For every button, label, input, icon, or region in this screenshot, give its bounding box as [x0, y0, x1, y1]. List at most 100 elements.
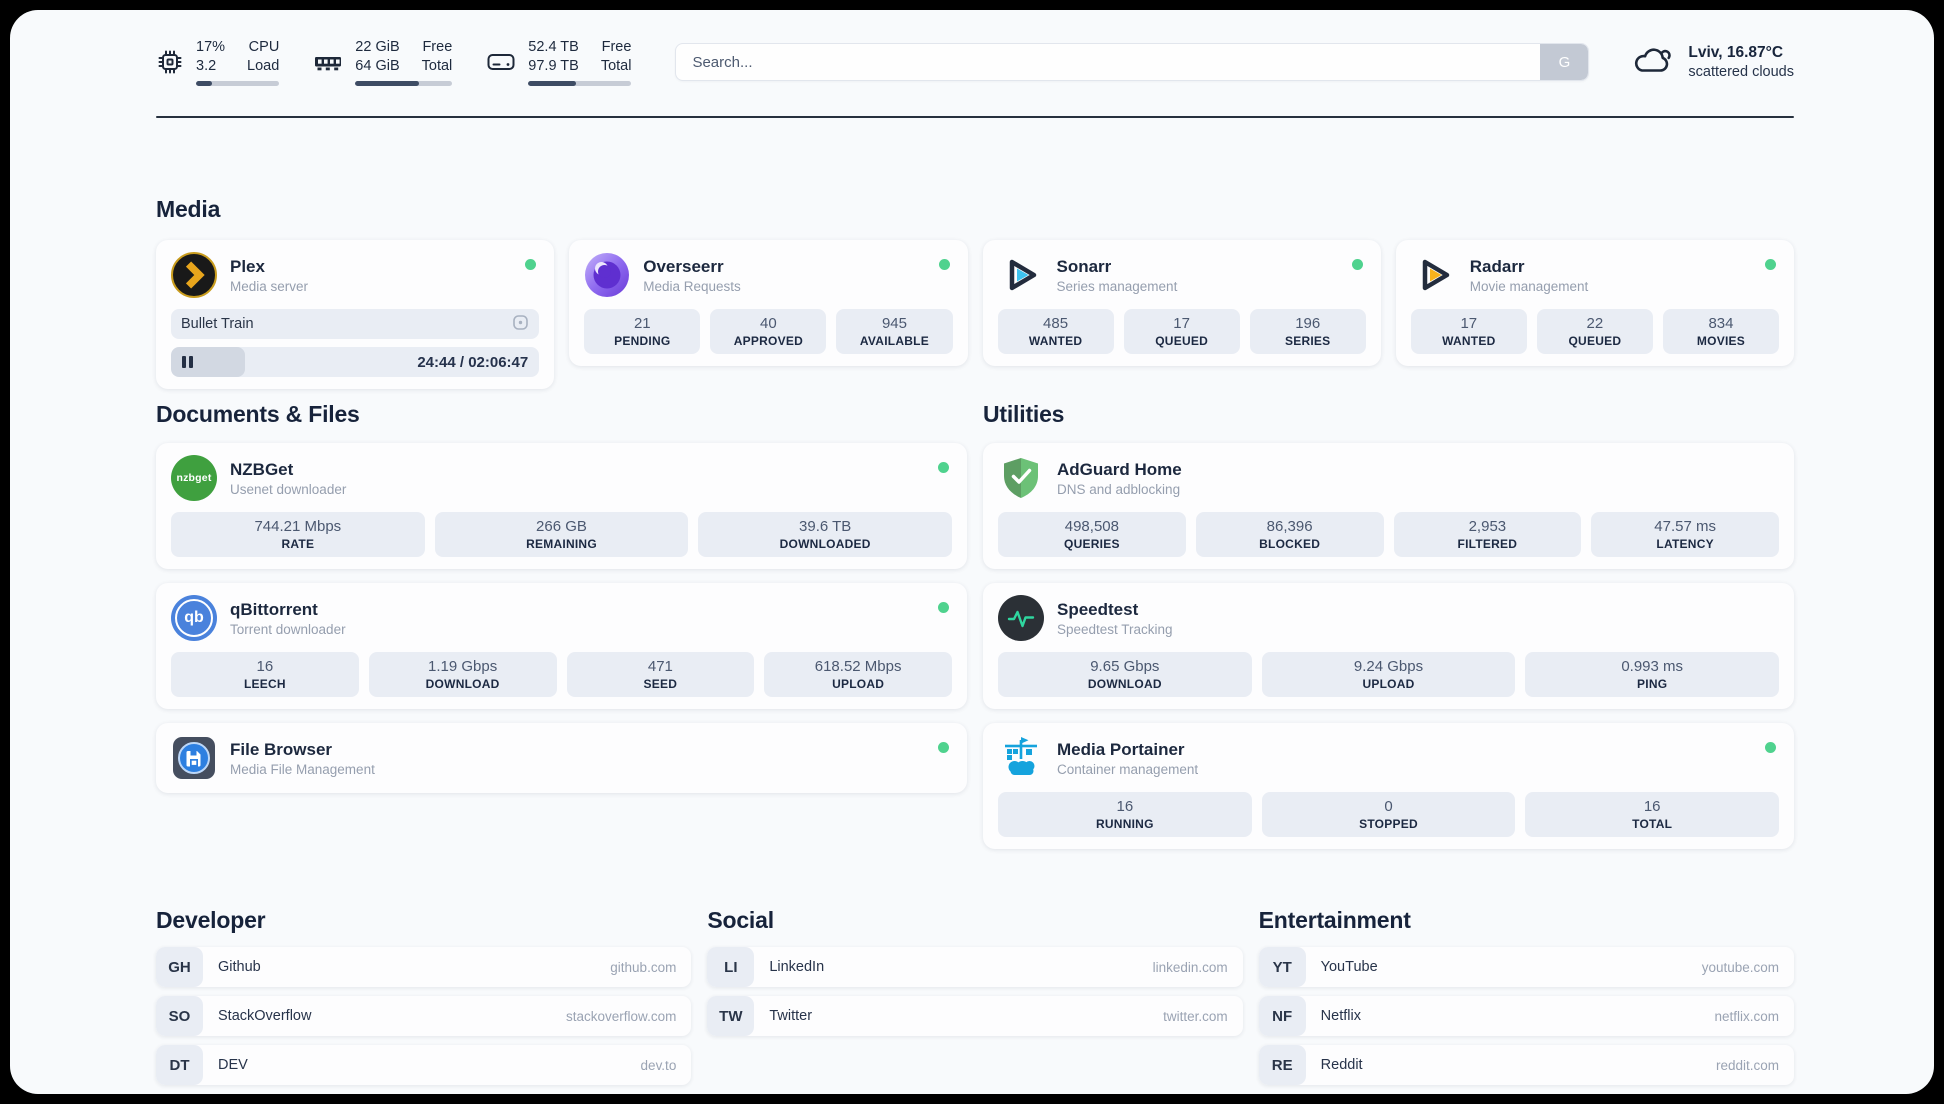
status-dot	[1351, 259, 1363, 270]
cloud-icon	[1631, 43, 1675, 82]
app-subtitle: Speedtest Tracking	[1057, 622, 1173, 638]
app-subtitle: Container management	[1057, 762, 1199, 778]
bookmark-badge: RE	[1258, 1045, 1306, 1085]
bookmark-linkedin[interactable]: LI LinkedIn linkedin.com	[707, 947, 1243, 987]
app-card-portainer[interactable]: Media Portainer Container management 16 …	[983, 723, 1794, 849]
speedtest-icon	[998, 595, 1044, 641]
weather-summary: Lviv, 16.87°C	[1688, 43, 1784, 61]
stat-leech: 16 LEECH	[171, 652, 359, 697]
search-input[interactable]	[676, 44, 1541, 80]
app-name: Overseerr	[643, 256, 724, 276]
bookmark-url: linkedin.com	[1152, 959, 1228, 975]
bookmark-url: dev.to	[640, 1057, 677, 1073]
bookmark-url: youtube.com	[1701, 959, 1779, 975]
app-name: Radarr	[1469, 256, 1525, 276]
bookmark-youtube[interactable]: YT YouTube youtube.com	[1258, 947, 1794, 987]
bookmark-stackoverflow[interactable]: SO StackOverflow stackoverflow.com	[156, 996, 692, 1036]
app-card-speedtest[interactable]: Speedtest Speedtest Tracking 9.65 Gbps D…	[983, 583, 1794, 709]
app-subtitle: Movie management	[1469, 279, 1589, 295]
stat-remaining: 266 GB REMAINING	[434, 512, 689, 557]
app-card-plex[interactable]: Plex Media server Bullet Train	[156, 240, 555, 389]
bookmark-reddit[interactable]: RE Reddit reddit.com	[1258, 1045, 1794, 1085]
bookmark-name: StackOverflow	[218, 1008, 312, 1024]
bookmark-badge: TW	[707, 996, 755, 1036]
ram-free-value: 22 GiB	[355, 39, 400, 56]
ram-total-label: Total	[421, 58, 453, 74]
stat-filtered: 2,953 FILTERED	[1393, 512, 1582, 557]
app-subtitle: Media File Management	[230, 762, 375, 778]
bookmark-badge: SO	[156, 996, 203, 1036]
section-title-utilities: Utilities	[983, 401, 1065, 427]
bookmark-name: Netflix	[1320, 1008, 1361, 1024]
section-entertainment: Entertainment YT YouTube youtube.com NF …	[1258, 905, 1794, 1085]
stat-downloaded: 39.6 TB DOWNLOADED	[698, 512, 952, 557]
playback-progress: 24:44 / 02:06:47	[171, 347, 540, 377]
bookmark-badge: GH	[156, 947, 203, 987]
bookmark-name: LinkedIn	[769, 959, 825, 975]
cpu-icon	[156, 48, 184, 76]
stat-total: 16 TOTAL	[1525, 792, 1779, 837]
nzbget-icon: nzbget	[171, 455, 217, 501]
app-subtitle: Media server	[230, 279, 309, 295]
section-title-media: Media	[156, 196, 221, 222]
status-dot	[1765, 259, 1776, 270]
stat-approved: 40 APPROVED	[710, 309, 827, 354]
app-card-qbittorrent[interactable]: qb qBittorrent Torrent downloader 16	[156, 583, 967, 709]
stat-latency: 47.57 ms LATENCY	[1591, 512, 1779, 557]
pause-icon[interactable]	[182, 356, 193, 368]
disk-free-value: 52.4 TB	[528, 39, 579, 56]
status-dot	[938, 602, 949, 613]
app-card-radarr[interactable]: Radarr Movie management 17 WANTED 22 QUE…	[1395, 240, 1794, 366]
plex-icon	[171, 252, 217, 298]
app-card-adguard[interactable]: AdGuard Home DNS and adblocking 498,508 …	[983, 443, 1794, 569]
now-playing-row: Bullet Train	[171, 309, 540, 339]
ram-stat: 22 GiB 64 GiB Free Total	[313, 38, 453, 86]
section-media: Media Plex Media server	[156, 194, 1794, 389]
stat-stopped: 0 STOPPED	[1261, 792, 1516, 837]
app-card-nzbget[interactable]: nzbget NZBGet Usenet downloader 744.21 M…	[156, 443, 967, 569]
ram-total-value: 64 GiB	[355, 58, 400, 74]
app-card-sonarr[interactable]: Sonarr Series management 485 WANTED 17 Q…	[982, 240, 1381, 366]
bookmark-name: Github	[218, 959, 261, 975]
bookmark-netflix[interactable]: NF Netflix netflix.com	[1258, 996, 1794, 1036]
disk-total-label: Total	[600, 58, 632, 74]
section-title-entertainment: Entertainment	[1258, 907, 1411, 933]
stat-pending: 21 PENDING	[584, 309, 701, 354]
status-dot	[938, 462, 949, 473]
bookmark-url: stackoverflow.com	[566, 1008, 677, 1024]
disk-stat: 52.4 TB 97.9 TB Free Total	[486, 38, 632, 86]
stat-running: 16 RUNNING	[998, 792, 1252, 837]
app-name: AdGuard Home	[1057, 459, 1182, 479]
qbittorrent-icon: qb	[171, 595, 217, 641]
bookmark-badge: LI	[707, 947, 755, 987]
stat-seed: 471 SEED	[566, 652, 755, 697]
search-engine-button[interactable]: G	[1540, 44, 1589, 80]
status-dot	[938, 259, 950, 270]
bookmark-github[interactable]: GH Github github.com	[156, 947, 692, 987]
disk-progress-fill	[528, 80, 576, 86]
section-title-social: Social	[707, 907, 774, 933]
bookmark-name: DEV	[218, 1057, 248, 1073]
top-bar: 17% 3.2 CPU Load	[156, 38, 1794, 86]
cpu-usage-value: 17%	[196, 39, 226, 56]
section-title-documents: Documents & Files	[156, 401, 360, 427]
status-dot	[1765, 742, 1776, 753]
bookmark-twitter[interactable]: TW Twitter twitter.com	[707, 996, 1243, 1036]
bookmark-dev[interactable]: DT DEV dev.to	[156, 1045, 692, 1085]
app-card-filebrowser[interactable]: File Browser Media File Management	[156, 723, 967, 793]
app-card-overseerr[interactable]: Overseerr Media Requests 21 PENDING 40 A…	[569, 240, 968, 366]
sonarr-icon	[998, 252, 1044, 298]
overseerr-icon	[584, 252, 630, 298]
session-icon	[512, 314, 529, 335]
section-title-developer: Developer	[156, 907, 266, 933]
stat-ping: 0.993 ms PING	[1525, 652, 1779, 697]
stat-rate: 744.21 Mbps RATE	[171, 512, 425, 557]
bookmark-name: Reddit	[1320, 1057, 1363, 1073]
bookmark-name: Twitter	[769, 1008, 813, 1024]
cpu-usage-label: CPU	[248, 39, 280, 56]
stat-wanted: 485 WANTED	[997, 309, 1114, 354]
app-subtitle: Series management	[1056, 279, 1178, 295]
stat-movies: 834 MOVIES	[1662, 309, 1779, 354]
stat-download: 1.19 Gbps DOWNLOAD	[368, 652, 557, 697]
filebrowser-icon	[171, 735, 217, 781]
